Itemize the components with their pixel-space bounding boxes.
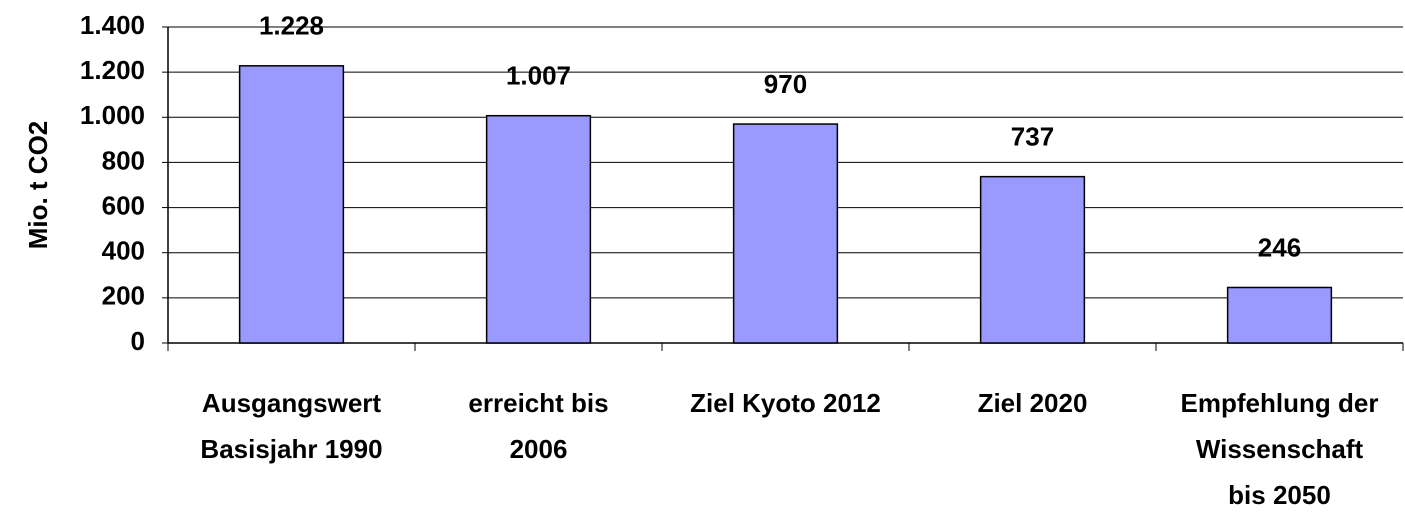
y-tick-label: 1.400 [80,10,145,40]
y-tick-label: 0 [131,326,145,356]
value-label: 1.228 [259,11,324,41]
y-tick-label: 1.000 [80,100,145,130]
x-tick-label: Ausgangswert [202,388,381,418]
bar [979,175,1086,344]
y-tick-label: 1.200 [80,55,145,85]
y-tick-label: 200 [102,281,145,311]
x-tick-label: Empfehlung der [1181,388,1379,418]
y-tick-label: 600 [102,190,145,220]
x-tick-label: Wissenschaft [1196,434,1364,464]
value-label: 1.007 [506,61,571,91]
y-tick-label: 800 [102,145,145,175]
bar [238,65,345,344]
x-tick-label: Ziel Kyoto 2012 [690,388,881,418]
bar [1226,286,1333,344]
y-tick-label: 400 [102,236,145,266]
bar [732,123,839,344]
y-axis-label: Mio. t CO2 [23,121,53,250]
value-label: 246 [1258,232,1301,262]
x-tick-label: erreicht bis [468,388,608,418]
value-label: 737 [1011,122,1054,152]
value-label: 970 [764,69,807,99]
x-tick-label: 2006 [510,434,568,464]
bar [485,114,592,344]
x-tick-label: Ziel 2020 [978,388,1088,418]
x-tick-label: bis 2050 [1228,480,1331,510]
x-tick-label: Basisjahr 1990 [200,434,382,464]
